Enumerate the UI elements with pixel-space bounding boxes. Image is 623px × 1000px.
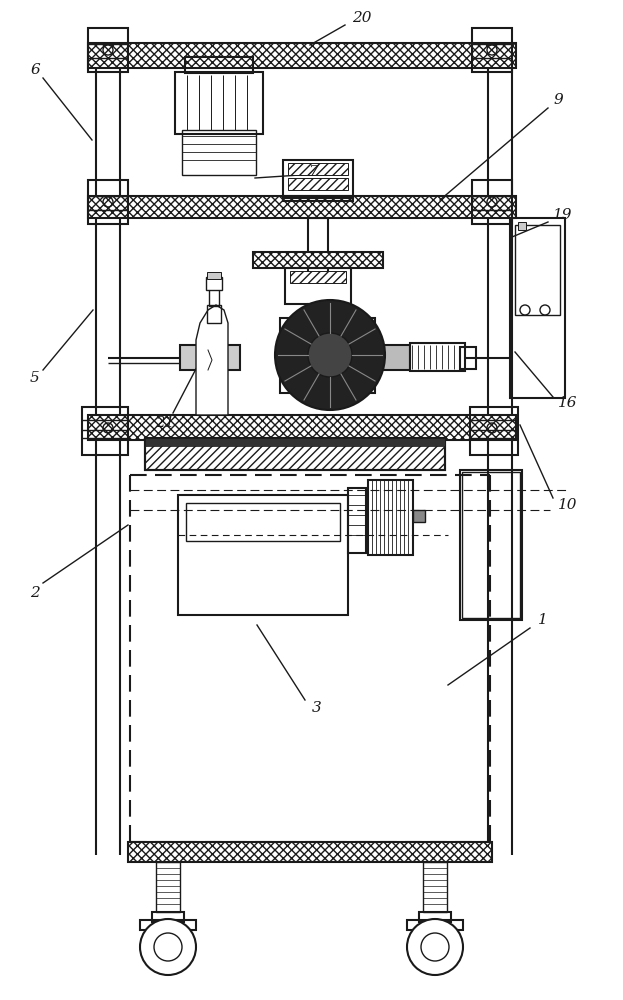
Bar (413, 510, 425, 522)
Bar (470, 407, 518, 455)
Bar (88, 196, 516, 218)
Bar (175, 72, 263, 134)
Bar (88, 415, 516, 440)
Bar (156, 862, 180, 912)
Bar (253, 252, 383, 268)
Bar (140, 920, 196, 930)
Bar (410, 343, 465, 371)
Bar (283, 196, 353, 201)
Text: 19: 19 (553, 208, 573, 222)
Bar (460, 470, 522, 620)
Bar (368, 480, 413, 555)
Bar (152, 912, 184, 922)
Circle shape (275, 300, 385, 410)
Bar (186, 503, 340, 541)
Bar (185, 57, 253, 73)
Bar (182, 130, 256, 175)
Text: 1: 1 (538, 613, 548, 627)
Bar (128, 842, 492, 862)
Bar (145, 438, 445, 470)
Bar (288, 163, 348, 175)
Bar (308, 218, 328, 278)
Text: 2: 2 (30, 586, 40, 600)
Bar (178, 495, 348, 615)
Bar (207, 272, 221, 279)
Text: 6: 6 (30, 63, 40, 77)
Circle shape (308, 333, 352, 377)
Bar (462, 472, 520, 618)
Bar (285, 268, 351, 304)
Bar (348, 488, 366, 553)
Bar (209, 288, 219, 306)
Bar (460, 347, 476, 369)
Text: 16: 16 (558, 396, 578, 410)
Bar (407, 920, 463, 930)
Bar (283, 160, 353, 198)
Bar (288, 178, 348, 190)
Text: 9: 9 (553, 93, 563, 107)
Bar (180, 345, 240, 370)
Bar (88, 28, 128, 72)
Bar (518, 222, 526, 230)
Bar (419, 912, 451, 922)
Polygon shape (196, 305, 228, 415)
Bar (280, 318, 375, 393)
Bar (145, 438, 445, 446)
Text: 5: 5 (30, 371, 40, 385)
Text: 20: 20 (352, 11, 371, 25)
Bar (423, 862, 447, 912)
Bar (88, 43, 516, 68)
Bar (82, 407, 128, 455)
Bar (290, 271, 346, 283)
Text: 7: 7 (308, 165, 318, 179)
Text: 21: 21 (155, 416, 174, 430)
Bar (472, 28, 512, 72)
Bar (200, 340, 220, 375)
Bar (510, 218, 565, 398)
Bar (308, 304, 328, 359)
Bar (88, 180, 128, 224)
Bar (207, 305, 221, 323)
Bar (145, 440, 445, 470)
Circle shape (140, 919, 196, 975)
Text: 3: 3 (312, 701, 321, 715)
Bar (375, 345, 410, 370)
Bar (206, 277, 222, 290)
Bar (472, 180, 512, 224)
Text: 10: 10 (558, 498, 578, 512)
Circle shape (407, 919, 463, 975)
Bar (515, 225, 560, 315)
